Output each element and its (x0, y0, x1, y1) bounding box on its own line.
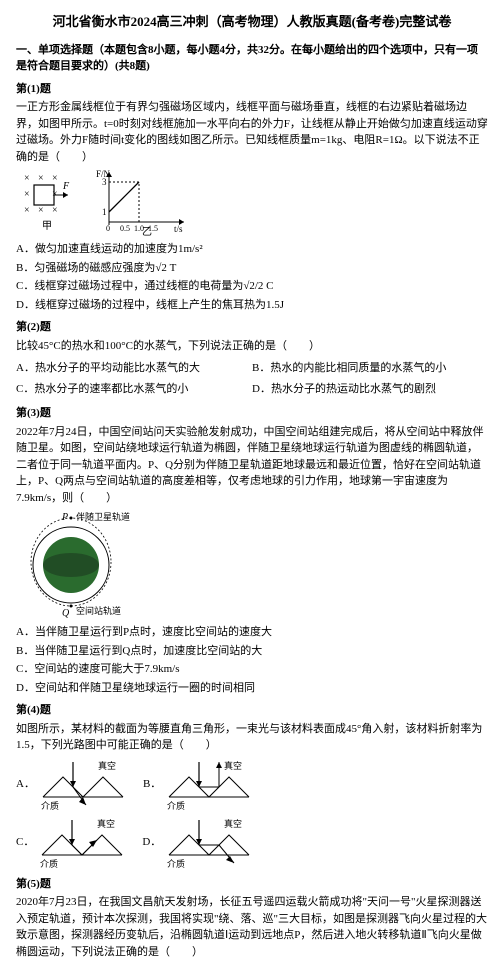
q4-opt-c: C． 真空 介质 (16, 815, 132, 870)
svg-text:介质: 介质 (41, 800, 59, 811)
q1-opt-d: D．线框穿过磁场的过程中，线框上产生的焦耳热为1.5J (16, 297, 488, 314)
svg-text:空间站轨道: 空间站轨道 (76, 605, 121, 616)
section-heading: 一、单项选择题（本题包含8小题，每小题4分，共32分。在每小题给出的四个选项中，… (16, 42, 488, 75)
q1-options: A．做匀加速直线运动的加速度为1m/s² B．匀强磁场的磁感应强度为√2 T C… (16, 241, 488, 313)
svg-text:真空: 真空 (224, 760, 242, 771)
q2-stem: 比较45°C的热水和100°C的水蒸气，下列说法正确的是（ ） (16, 338, 488, 355)
q2-opt-b: B．热水的内能比相同质量的水蒸气的小 (252, 360, 488, 377)
q2-label: 第(2)题 (16, 319, 488, 336)
svg-text:3: 3 (102, 177, 107, 187)
svg-text:×: × (52, 173, 58, 184)
q1-opt-b: B．匀强磁场的磁感应强度为√2 T (16, 260, 488, 277)
q1-opt-c: C．线框穿过磁场过程中，通过线框的电荷量为√2/2 C (16, 278, 488, 295)
svg-text:0: 0 (106, 224, 110, 233)
svg-text:F: F (62, 181, 70, 192)
q1-figures: ××× ×× ××× F 甲 F/N t/s 1 3 0 0.5 (16, 167, 488, 237)
q2-options: A．热水分子的平均动能比水蒸气的大 B．热水的内能比相同质量的水蒸气的小 C．热… (16, 358, 488, 399)
svg-text:×: × (38, 205, 44, 216)
page-title: 河北省衡水市2024高三冲刺（高考物理）人教版真题(备考卷)完整试卷 (16, 12, 488, 32)
q3-opt-d: D．空间站和伴随卫星绕地球运行一圈的时间相同 (16, 680, 488, 697)
q4-stem: 如图所示，某材料的截面为等腰直角三角形，一束光与该材料表面成45°角入射，该材料… (16, 721, 488, 754)
svg-text:伴随卫星轨道: 伴随卫星轨道 (76, 511, 130, 522)
q1-fig-jia: ××× ×× ××× F 甲 (16, 167, 86, 237)
q4-options: A． 真空 介质 B． 真空 (16, 757, 488, 870)
q5-label: 第(5)题 (16, 876, 488, 893)
svg-text:乙: 乙 (142, 226, 152, 237)
svg-text:真空: 真空 (224, 818, 242, 829)
q2-opt-a: A．热水分子的平均动能比水蒸气的大 (16, 360, 252, 377)
svg-text:t/s: t/s (174, 224, 183, 234)
svg-text:×: × (52, 205, 58, 216)
q2-opt-d: D．热水分子的热运动比水蒸气的剧烈 (252, 381, 488, 398)
q3-label: 第(3)题 (16, 405, 488, 422)
svg-text:×: × (24, 189, 30, 200)
svg-text:Q: Q (62, 608, 70, 619)
q3-opt-c: C．空间站的速度可能大于7.9km/s (16, 661, 488, 678)
q1-fig-yi: F/N t/s 1 3 0 0.5 1.0 1.5 乙 (94, 167, 194, 237)
q3-fig: P 伴随卫星轨道 Q 空间站轨道 (16, 510, 488, 620)
q1-label: 第(1)题 (16, 81, 488, 98)
svg-text:×: × (38, 173, 44, 184)
q1-stem: 一正方形金属线框位于有界匀强磁场区域内，线框平面与磁场垂直，线框的右边紧贴着磁场… (16, 99, 488, 165)
svg-text:1: 1 (102, 207, 107, 217)
svg-text:介质: 介质 (40, 858, 58, 869)
q3-opt-b: B．当伴随卫星运行到Q点时，加速度比空间站的大 (16, 643, 488, 660)
svg-text:介质: 介质 (167, 858, 185, 869)
svg-text:甲: 甲 (42, 221, 52, 232)
svg-text:介质: 介质 (167, 800, 185, 811)
q3-stem: 2022年7月24日，中国空间站问天实验舱发射成功，中国空间站组建完成后，将从空… (16, 424, 488, 507)
q4-opt-b: B． 真空 介质 (143, 757, 259, 812)
q4-opt-a: A． 真空 介质 (16, 757, 133, 812)
svg-text:0.5: 0.5 (120, 224, 130, 233)
q1-opt-a: A．做匀加速直线运动的加速度为1m/s² (16, 241, 488, 258)
svg-text:真空: 真空 (97, 818, 115, 829)
q3-opt-a: A．当伴随卫星运行到P点时，速度比空间站的速度大 (16, 624, 488, 641)
q4-label: 第(4)题 (16, 702, 488, 719)
q4-opt-d: D． 真空 介质 (142, 815, 259, 870)
q2-opt-c: C．热水分子的速率都比水蒸气的小 (16, 381, 252, 398)
svg-text:真空: 真空 (98, 760, 116, 771)
q5-stem: 2020年7月23日，在我国文昌航天发射场，长征五号遥四运载火箭成功将"天问一号… (16, 894, 488, 960)
q3-options: A．当伴随卫星运行到P点时，速度比空间站的速度大 B．当伴随卫星运行到Q点时，加… (16, 624, 488, 696)
svg-text:P: P (61, 512, 68, 523)
svg-text:×: × (24, 173, 30, 184)
svg-text:×: × (24, 205, 30, 216)
